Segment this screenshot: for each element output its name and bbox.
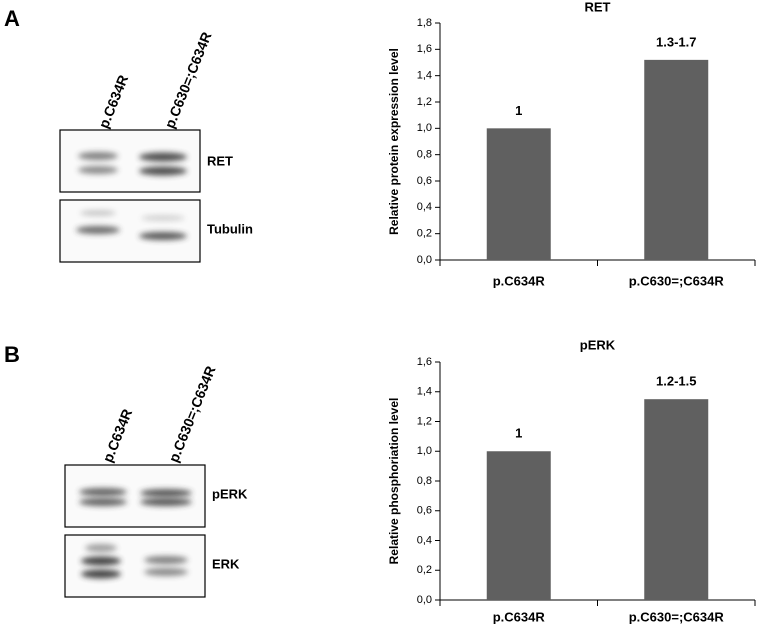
y-tick-label: 0,4 xyxy=(417,201,432,213)
row-label: pERK xyxy=(212,486,248,501)
blot-bands xyxy=(76,152,187,240)
y-tick-label: 0,2 xyxy=(417,228,432,240)
lane-label: p.C634R xyxy=(99,407,135,465)
row-label: Tubulin xyxy=(207,221,253,236)
y-tick-label: 0,6 xyxy=(417,175,432,187)
y-tick-label: 0,2 xyxy=(417,564,432,576)
y-axis-label: Relative phosphoriation level xyxy=(387,398,401,565)
y-tick-label: 1,0 xyxy=(417,122,432,134)
lane-label: p.C634R xyxy=(95,73,131,131)
y-tick-label: 1,4 xyxy=(417,70,432,82)
value-label: 1.3-1.7 xyxy=(656,34,696,49)
value-label: 1.2-1.5 xyxy=(656,374,696,389)
lane-label: p.C630=;C634R xyxy=(165,364,218,465)
lane-label: p.C630=;C634R xyxy=(161,30,214,131)
y-tick-label: 1,0 xyxy=(417,445,432,457)
bar xyxy=(644,399,709,600)
row-label: RET xyxy=(207,153,233,168)
bar xyxy=(644,59,709,260)
value-label: 1 xyxy=(515,426,522,441)
y-tick-label: 1,4 xyxy=(417,386,432,398)
y-tick-label: 0,8 xyxy=(417,149,432,161)
x-tick-label: p.C634R xyxy=(493,609,546,624)
bar xyxy=(486,451,551,600)
panel-label: A xyxy=(4,6,20,31)
value-label: 1 xyxy=(515,103,522,118)
blot-box xyxy=(64,464,206,528)
blot-box xyxy=(64,534,206,598)
x-tick-label: p.C630=;C634R xyxy=(629,273,725,288)
row-label: ERK xyxy=(212,556,240,571)
x-tick-label: p.C634R xyxy=(493,273,546,288)
y-tick-label: 1,2 xyxy=(417,96,432,108)
y-tick-label: 0,0 xyxy=(417,254,432,266)
y-tick-label: 1,8 xyxy=(417,17,432,29)
panel-label: B xyxy=(4,342,20,367)
blot-box xyxy=(59,129,201,193)
y-axis-label: Relative protein expression level xyxy=(387,48,401,235)
y-tick-label: 1,6 xyxy=(417,43,432,55)
y-tick-label: 0,0 xyxy=(417,594,432,606)
y-tick-label: 1,6 xyxy=(417,356,432,368)
x-tick-label: p.C630=;C634R xyxy=(629,609,725,624)
chart-title: RET xyxy=(585,0,611,14)
y-tick-label: 0,4 xyxy=(417,534,432,546)
y-tick-label: 0,8 xyxy=(417,475,432,487)
bar xyxy=(486,128,551,260)
blot-bands xyxy=(79,488,192,579)
y-tick-label: 1,2 xyxy=(417,415,432,427)
chart-title: pERK xyxy=(580,337,616,352)
y-tick-label: 0,6 xyxy=(417,505,432,517)
